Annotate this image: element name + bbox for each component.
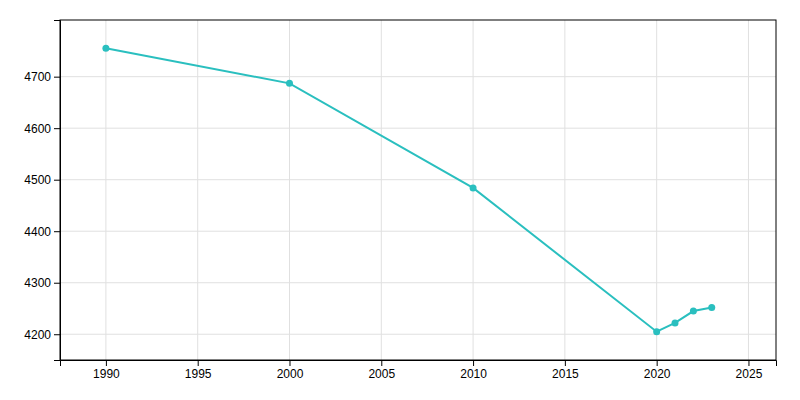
chart: 1990 1995 2000 2005 2010 2015 2020 2025 4200 4300… <box>0 0 800 400</box>
y-tick-mark <box>54 77 60 78</box>
grid-line-x <box>656 20 657 360</box>
grid-line-x <box>289 20 290 360</box>
point <box>708 304 715 311</box>
x-tick-mark <box>198 360 199 366</box>
x-tick-label: 1995 <box>185 367 212 381</box>
y-tick-mark <box>54 128 60 129</box>
x-tick: 2005 <box>368 360 395 381</box>
y-tick-mark <box>54 334 60 335</box>
plot: 1990 1995 2000 2005 2010 2015 2020 2025 4200 4300… <box>24 20 776 381</box>
y-tick: 4500 <box>24 173 60 187</box>
x-tick-label: 2020 <box>644 367 671 381</box>
x-tick: 2000 <box>277 360 304 381</box>
y-tick-label: 4400 <box>24 225 51 239</box>
grid-line-y <box>60 128 776 129</box>
x-tick-mark <box>748 360 749 366</box>
x-tick-mark <box>565 360 566 366</box>
x-axis-line <box>61 361 777 367</box>
y-tick-label: 4500 <box>24 173 51 187</box>
point <box>672 319 679 326</box>
x-tick-label: 2005 <box>368 367 395 381</box>
point <box>690 308 697 315</box>
grid-line-y <box>60 334 776 335</box>
x-tick-label: 2025 <box>736 367 763 381</box>
y-axis: 4200 4300 4400 4500 4600 4700 <box>24 21 60 361</box>
x-tick-label: 1990 <box>93 367 120 381</box>
x-tick-mark <box>289 360 290 366</box>
x-tick: 1990 <box>93 360 120 381</box>
grid-line-x <box>381 20 382 360</box>
x-axis: 1990 1995 2000 2005 2010 2015 2020 2025 <box>61 360 777 381</box>
grid-line-y <box>60 76 776 77</box>
y-tick: 4700 <box>24 70 60 84</box>
y-tick: 4400 <box>24 225 60 239</box>
point <box>102 45 109 52</box>
grid-line-y <box>60 231 776 232</box>
y-tick-mark <box>54 283 60 284</box>
grid <box>60 20 776 360</box>
y-tick-mark <box>54 231 60 232</box>
grid-line-x <box>197 20 198 360</box>
point <box>653 328 660 335</box>
x-tick: 2010 <box>460 360 487 381</box>
grid-line-y <box>60 282 776 283</box>
x-tick: 2025 <box>736 360 763 381</box>
point <box>286 80 293 87</box>
y-tick-label: 4200 <box>24 328 51 342</box>
point <box>470 184 477 191</box>
plot-frame <box>60 20 776 360</box>
y-tick-label: 4300 <box>24 276 51 290</box>
x-tick-label: 2015 <box>552 367 579 381</box>
x-tick: 1995 <box>185 360 212 381</box>
grid-line-y <box>60 179 776 180</box>
y-tick-mark <box>54 180 60 181</box>
x-tick-mark <box>381 360 382 366</box>
x-tick: 2020 <box>644 360 671 381</box>
y-tick: 4600 <box>24 122 60 136</box>
x-tick: 2015 <box>552 360 579 381</box>
grid-line-x <box>748 20 749 360</box>
marks <box>102 45 715 335</box>
x-tick-mark <box>106 360 107 366</box>
y-tick-label: 4700 <box>24 70 51 84</box>
y-tick-label: 4600 <box>24 122 51 136</box>
x-tick-mark <box>657 360 658 366</box>
grid-line-x <box>105 20 106 360</box>
x-tick-label: 2010 <box>460 367 487 381</box>
y-tick: 4300 <box>24 276 60 290</box>
line <box>106 48 712 331</box>
y-tick: 4200 <box>24 328 60 342</box>
x-tick-mark <box>473 360 474 366</box>
grid-line-x <box>564 20 565 360</box>
y-axis-line <box>54 21 61 361</box>
x-tick-label: 2000 <box>277 367 304 381</box>
